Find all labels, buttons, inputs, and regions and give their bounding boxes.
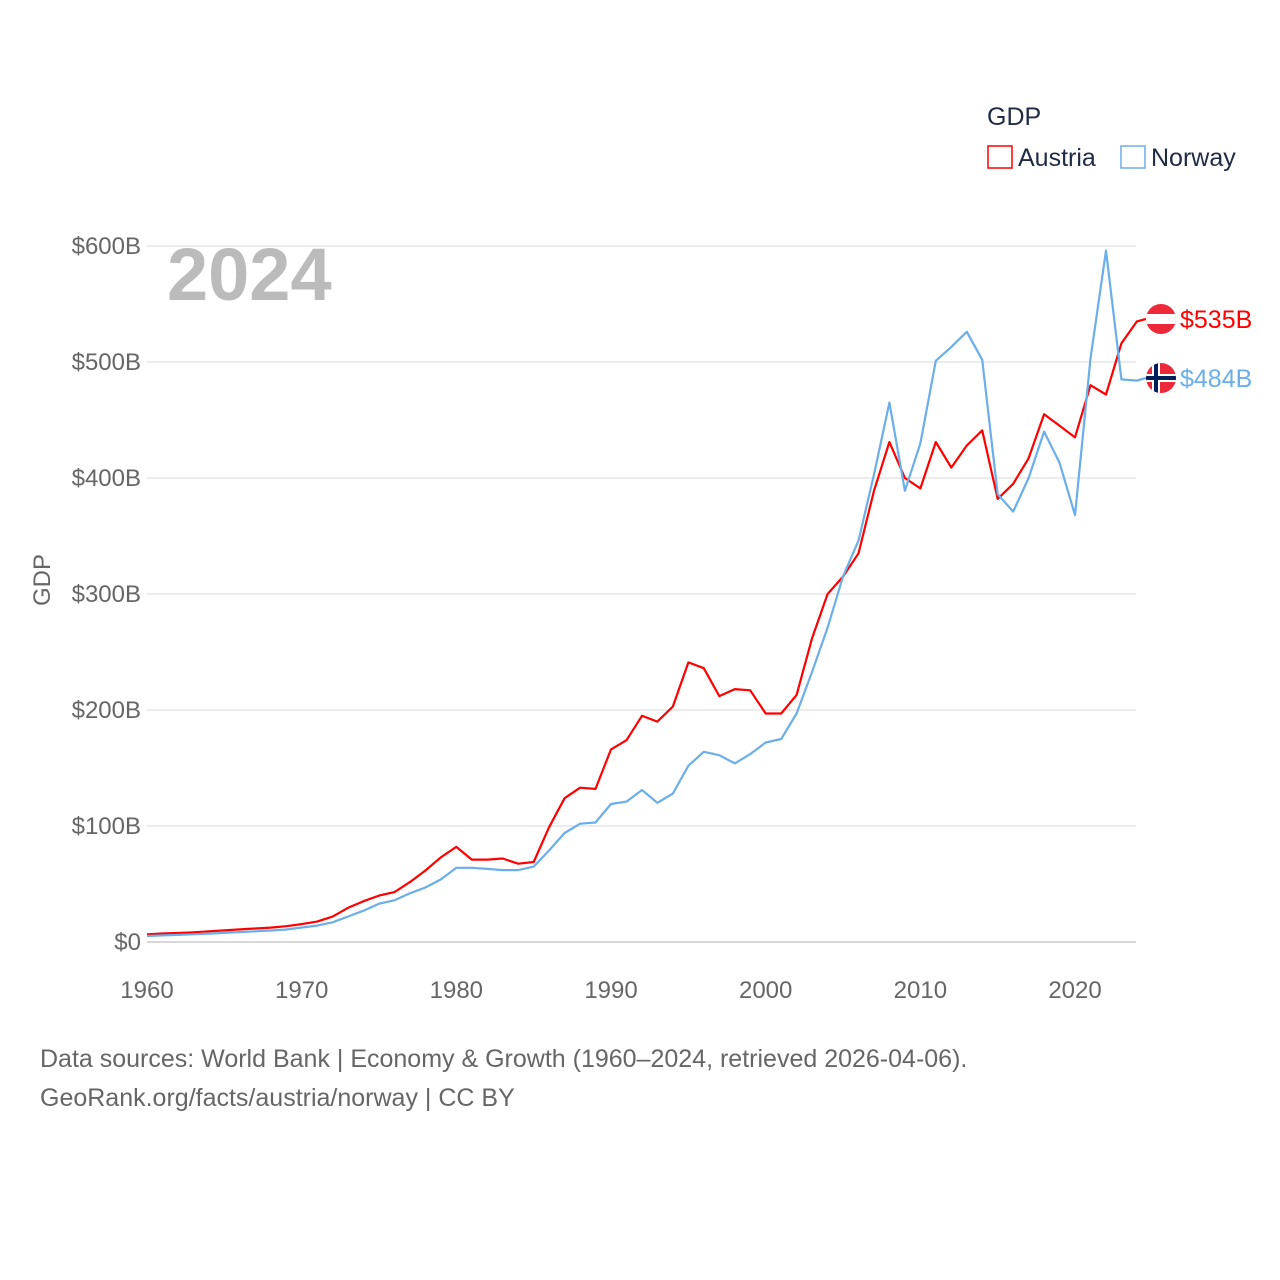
series-line-norway <box>146 249 1147 938</box>
end-label-norway: $484B <box>1180 365 1252 393</box>
data-sources: Data sources: World Bank | Economy & Gro… <box>40 1045 968 1073</box>
x-tick-label: 1960 <box>120 977 173 1004</box>
y-tick-label: $500B <box>72 349 141 376</box>
legend-label-austria: Austria <box>1018 144 1096 172</box>
legend-swatch-austria <box>987 145 1013 169</box>
y-tick-label: $0 <box>114 929 141 956</box>
attribution-link[interactable]: GeoRank.org/facts/austria/norway | CC BY <box>40 1084 515 1112</box>
x-tick-label: 1980 <box>430 977 483 1004</box>
x-tick-label: 2020 <box>1048 977 1101 1004</box>
x-tick-label: 1970 <box>275 977 328 1004</box>
legend-title: GDP <box>987 103 1041 131</box>
year-title: 2024 <box>167 233 332 316</box>
x-tick-label: 2000 <box>739 977 792 1004</box>
y-tick-label: $400B <box>72 465 141 492</box>
x-tick-label: 1990 <box>584 977 637 1004</box>
austria-flag-icon <box>1146 304 1176 334</box>
y-tick-label: $600B <box>72 233 141 260</box>
series-line-austria <box>146 317 1147 936</box>
y-tick-label: $100B <box>72 813 141 840</box>
y-tick-label: $200B <box>72 697 141 724</box>
norway-flag-icon <box>1146 363 1176 393</box>
legend-label-norway: Norway <box>1151 144 1236 172</box>
y-tick-label: $300B <box>72 581 141 608</box>
legend-swatch-norway <box>1120 145 1146 169</box>
y-axis-label: GDP <box>29 554 56 606</box>
x-tick-label: 2010 <box>894 977 947 1004</box>
end-label-austria: $535B <box>1180 306 1252 334</box>
